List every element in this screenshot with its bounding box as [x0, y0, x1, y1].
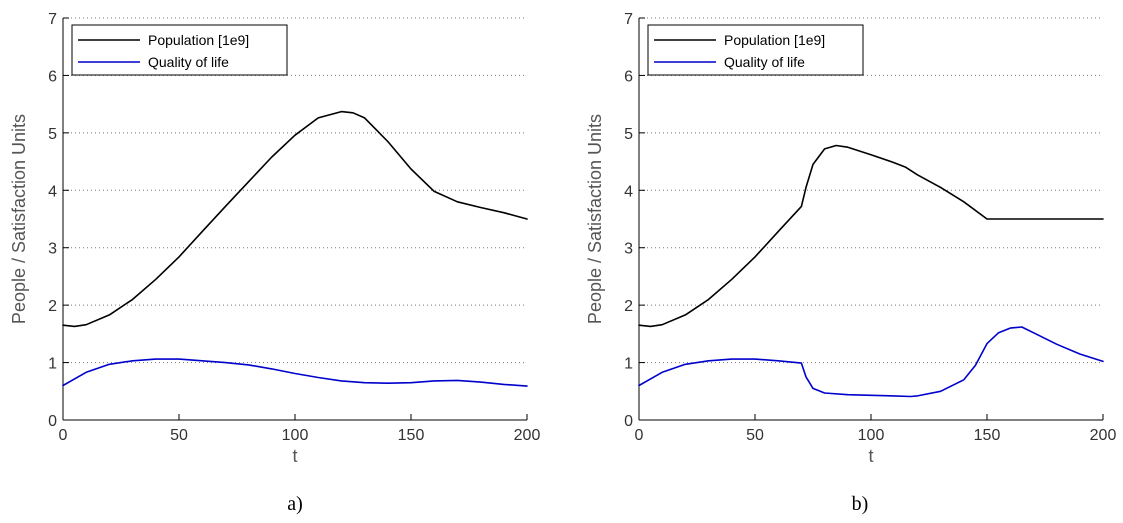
- y-axis-label: People / Satisfaction Units: [585, 114, 605, 324]
- y-tick-label: 5: [624, 126, 633, 143]
- legend-label: Quality of life: [148, 54, 229, 70]
- y-tick-label: 0: [624, 413, 633, 430]
- panel-caption: a): [287, 493, 303, 515]
- y-tick-label: 2: [48, 298, 57, 315]
- y-tick-label: 1: [624, 356, 633, 373]
- y-tick-label: 1: [48, 356, 57, 373]
- series-line-1: [639, 146, 1103, 327]
- y-tick-label: 4: [624, 183, 633, 200]
- x-tick-label: 200: [514, 427, 541, 444]
- y-tick-label: 0: [48, 413, 57, 430]
- x-tick-label: 150: [974, 427, 1001, 444]
- legend-label: Population [1e9]: [724, 32, 825, 48]
- y-axis-label: People / Satisfaction Units: [9, 114, 29, 324]
- x-tick-label: 150: [398, 427, 425, 444]
- legend-label: Population [1e9]: [148, 32, 249, 48]
- y-tick-label: 3: [624, 241, 633, 258]
- chart-panel-2: 0 1 2 3 4 5 6 7 0 50 100 150 200 t People / Satisfacti…: [585, 11, 1116, 515]
- x-tick-label: 0: [59, 427, 68, 444]
- y-tick-label: 7: [48, 11, 57, 28]
- chart-panel-1: 0 1 2 3 4 5 6 7 0 50 100 150 200 t People / Satisfacti…: [9, 11, 540, 515]
- y-tick-label: 5: [48, 126, 57, 143]
- legend-label: Quality of life: [724, 54, 805, 70]
- x-tick-label: 100: [858, 427, 885, 444]
- x-axis-label: t: [868, 446, 873, 466]
- series-line-1: [63, 112, 527, 327]
- x-tick-label: 50: [170, 427, 188, 444]
- x-tick-label: 200: [1090, 427, 1117, 444]
- x-axis-label: t: [292, 446, 297, 466]
- y-tick-label: 6: [48, 68, 57, 85]
- y-tick-label: 7: [624, 11, 633, 28]
- x-tick-label: 0: [635, 427, 644, 444]
- legend: Population [1e9] Quality of life: [72, 25, 287, 75]
- panel-caption: b): [852, 493, 869, 515]
- legend: Population [1e9] Quality of life: [648, 25, 863, 75]
- x-tick-label: 100: [282, 427, 309, 444]
- y-tick-label: 2: [624, 298, 633, 315]
- y-tick-label: 3: [48, 241, 57, 258]
- y-tick-label: 4: [48, 183, 57, 200]
- x-tick-label: 50: [746, 427, 764, 444]
- y-tick-label: 6: [624, 68, 633, 85]
- series-line-2: [63, 359, 527, 386]
- series-line-2: [639, 327, 1103, 397]
